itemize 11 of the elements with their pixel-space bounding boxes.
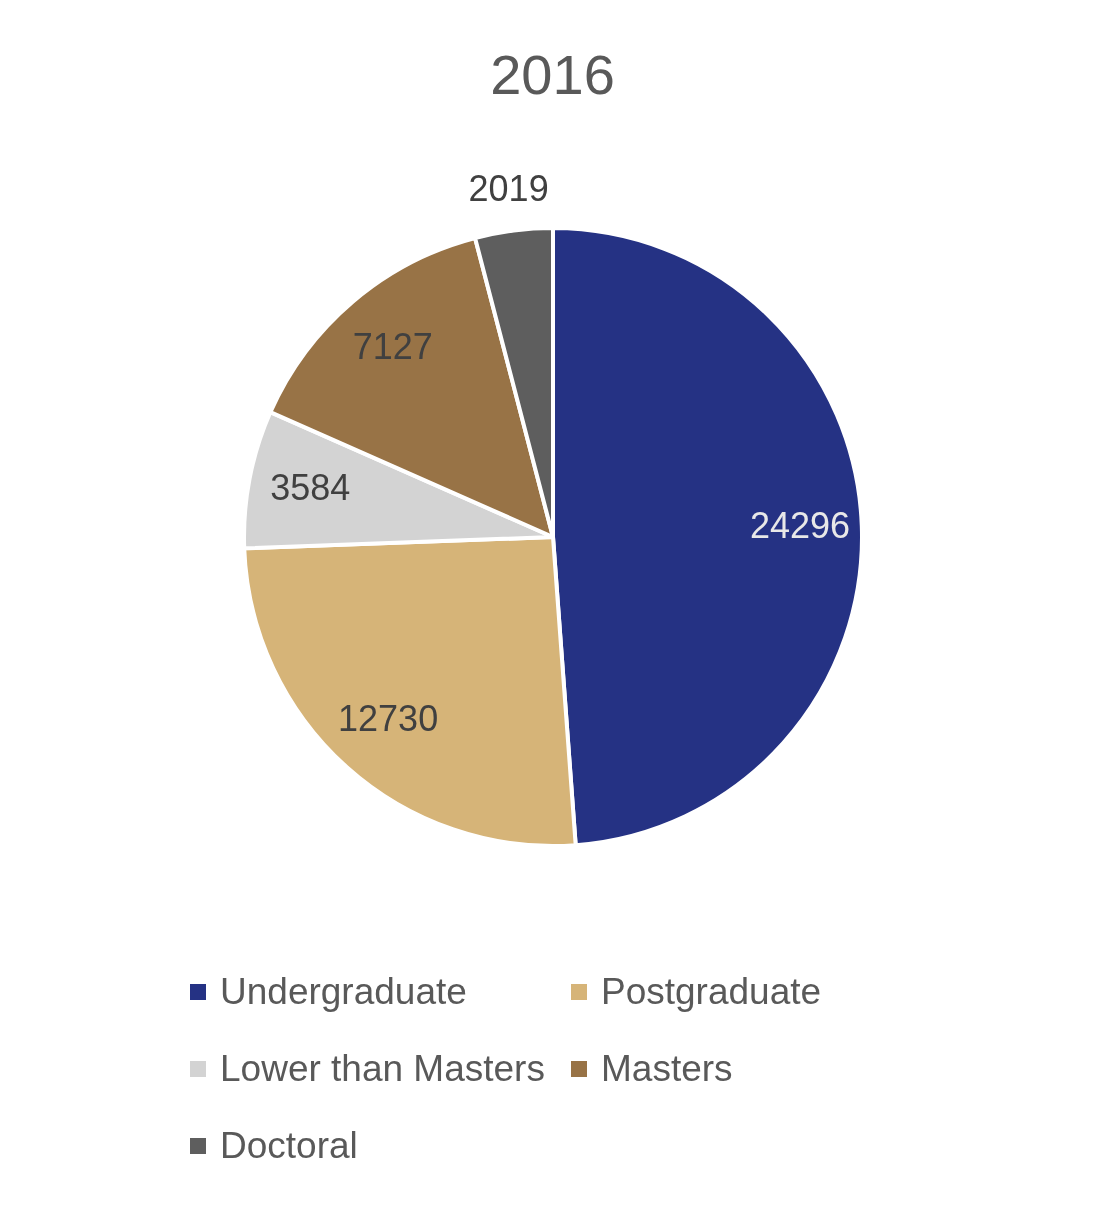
- legend-label: Undergraduate: [220, 971, 467, 1012]
- legend-label: Postgraduate: [601, 971, 822, 1012]
- data-label: 24296: [749, 504, 851, 546]
- data-label: 7127: [352, 325, 433, 367]
- chart-title: 2016: [489, 43, 616, 106]
- data-label: 2019: [468, 167, 549, 209]
- data-label: 3584: [270, 467, 351, 509]
- legend-label: Lower than Masters: [220, 1048, 545, 1089]
- legend-label: Masters: [601, 1048, 733, 1089]
- legend-label: Doctoral: [220, 1125, 358, 1166]
- data-label: 12730: [338, 698, 439, 740]
